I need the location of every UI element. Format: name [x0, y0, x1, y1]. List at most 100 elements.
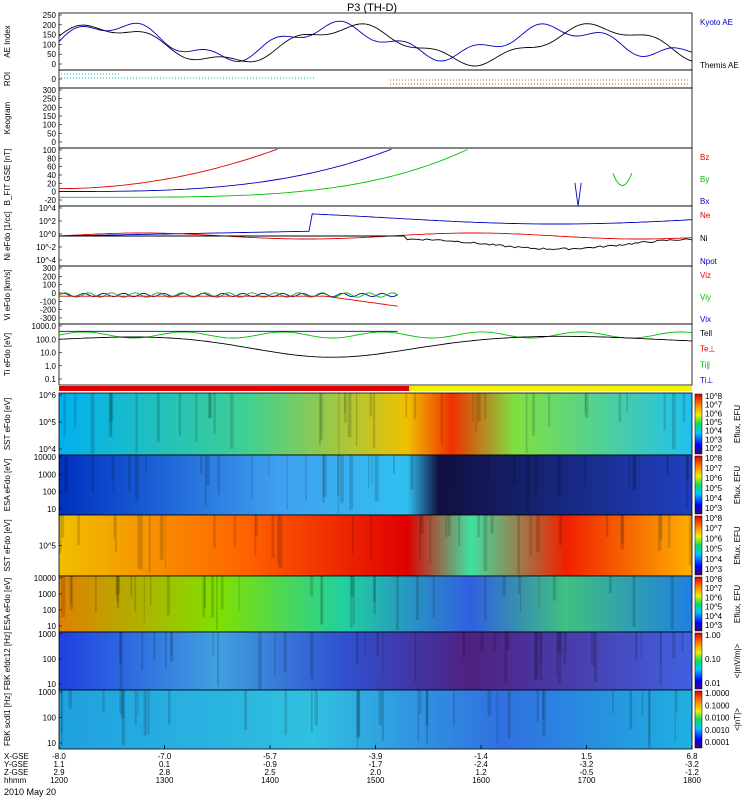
heatmap-stripe [413, 393, 417, 420]
heatmap-stripe [164, 632, 167, 670]
colorbar-tick-label: 1.00 [705, 631, 721, 640]
heatmap-stripe [563, 632, 566, 666]
x-tick-label: 1.5 [581, 752, 593, 761]
y-tick-label: 1000 [38, 590, 56, 599]
heatmap-stripe [447, 515, 451, 536]
heatmap-stripe [168, 690, 171, 725]
heatmap-stripe [347, 393, 352, 438]
heatmap-stripe [178, 393, 181, 436]
series-line [58, 292, 398, 298]
heatmap-stripe [440, 393, 443, 445]
heatmap-stripe [164, 515, 166, 570]
heatmap-stripe [376, 632, 380, 656]
y-tick-label: 0 [52, 188, 57, 197]
y-tick-label: 0 [52, 75, 57, 84]
heatmap-stripe [426, 690, 429, 744]
heatmap-stripe [429, 515, 431, 564]
heatmap-stripe [137, 690, 139, 716]
y-tick-label: 10^4 [39, 445, 57, 454]
heatmap-stripe [458, 515, 461, 547]
y-axis-label: ROI [3, 72, 12, 86]
heatmap-stripe [405, 393, 408, 419]
heatmap-stripe [452, 690, 455, 727]
y-axis-label: Ni eFdo [1/cc] [3, 211, 12, 260]
panel-frame [58, 323, 693, 386]
y-tick-label: 100 [43, 488, 57, 497]
colorbar-tick-label: 10^8 [705, 514, 723, 523]
heatmap-stripe [70, 576, 73, 605]
heatmap-stripe [670, 576, 674, 630]
series-line [574, 182, 582, 207]
series-line [58, 20, 693, 62]
heatmap-stripe [532, 393, 536, 436]
heatmap-stripe [357, 690, 360, 736]
heatmap-stripe [254, 515, 257, 556]
heatmap-stripe [204, 455, 207, 507]
heatmap-stripe [369, 393, 373, 417]
series-line [59, 148, 392, 192]
colorbar-tick-label: 10^7 [705, 584, 723, 593]
heatmap-stripe [77, 515, 80, 546]
heatmap-stripe [310, 690, 313, 733]
heatmap-stripe [208, 393, 213, 418]
heatmap-stripe [210, 576, 215, 618]
y-tick-label: 80 [47, 154, 56, 163]
heatmap-stripe [340, 455, 344, 504]
heatmap-stripe [170, 632, 173, 656]
heatmap-stripe [69, 576, 73, 610]
colorbar-tick-label: 0.0001 [705, 738, 730, 747]
heatmap-stripe [417, 690, 420, 743]
heatmap-stripe [414, 632, 417, 683]
heatmap-stripe [148, 515, 151, 573]
heatmap-stripe [512, 455, 516, 485]
heatmap-stripe [556, 632, 559, 677]
heatmap-stripe [663, 393, 666, 431]
panel-frame [58, 69, 693, 89]
heatmap-stripe [490, 515, 494, 534]
heatmap-stripe [320, 576, 323, 625]
heatmap-stripe [338, 393, 340, 455]
x-tick-label: -8.0 [52, 752, 66, 761]
colorbar-tick-label: 10^6 [705, 593, 723, 602]
heatmap-stripe [305, 455, 307, 501]
heatmap-stripe [217, 632, 219, 687]
colorbar-label: Eflux, EFU [733, 585, 742, 623]
heatmap-stripe [557, 632, 562, 655]
y-tick-label: 250 [43, 95, 57, 104]
heatmap-stripe [504, 632, 508, 683]
heatmap-stripe [536, 690, 538, 722]
heatmap-stripe [284, 690, 287, 735]
heatmap-stripe [632, 576, 636, 627]
heatmap-stripe [351, 515, 354, 554]
heatmap-stripe [128, 455, 131, 491]
heatmap-stripe [370, 515, 373, 561]
heatmap-stripe [150, 576, 152, 606]
x-tick-label: -0.5 [580, 768, 594, 777]
heatmap-stripe [419, 690, 422, 715]
heatmap-stripe [542, 690, 545, 720]
colorbar-label: Eflux, EFU [733, 466, 742, 504]
heatmap-stripe [525, 393, 528, 454]
y-tick-label: 0 [52, 138, 57, 147]
heatmap-stripe [528, 455, 531, 497]
heatmap-stripe [534, 455, 538, 495]
colorbar-tick-label: 10^8 [705, 392, 723, 401]
heatmap-stripe [666, 455, 669, 475]
heatmap-stripe [118, 632, 122, 663]
heatmap-stripe [139, 515, 143, 570]
y-tick-label: 200 [43, 21, 57, 30]
heatmap-stripe [634, 632, 638, 660]
heatmap-stripe [68, 690, 73, 709]
colorbar-label: <|nT|> [733, 708, 742, 731]
x-tick-label: 2.9 [53, 768, 65, 777]
series-line [59, 149, 468, 198]
heatmap-stripe [621, 515, 624, 544]
heatmap-stripe [116, 576, 120, 608]
y-tick-label: 100 [43, 146, 57, 155]
heatmap-stripe [114, 515, 117, 552]
y-tick-label: 10^4 [39, 204, 57, 213]
heatmap-stripe [633, 455, 637, 490]
heatmap-stripe [371, 455, 373, 485]
x-tick-label: 2.0 [370, 768, 382, 777]
